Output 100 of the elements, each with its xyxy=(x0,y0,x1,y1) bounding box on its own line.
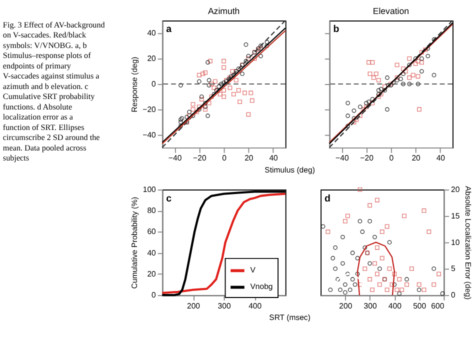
point xyxy=(346,124,350,128)
point xyxy=(350,250,355,256)
annotation: a xyxy=(166,24,172,36)
y-tick-label: 20 xyxy=(147,54,157,64)
point xyxy=(380,230,384,234)
point xyxy=(384,224,390,229)
point xyxy=(371,75,376,80)
point xyxy=(366,100,371,104)
point xyxy=(364,100,369,106)
y-axis-title: Cumulative Probability (%) xyxy=(130,196,139,289)
point xyxy=(368,72,372,76)
legend-label: V xyxy=(250,266,256,275)
y2-tick-label: 15 xyxy=(451,211,460,220)
point xyxy=(333,245,338,250)
x-tick-label: −20 xyxy=(360,154,374,163)
point xyxy=(246,54,251,58)
point xyxy=(340,261,345,266)
point xyxy=(416,288,422,292)
point xyxy=(358,104,362,110)
point xyxy=(258,44,263,48)
point xyxy=(246,56,251,61)
point xyxy=(345,214,350,218)
point xyxy=(416,82,420,86)
point xyxy=(374,72,378,76)
x-tick-label: 0 xyxy=(222,154,228,163)
point xyxy=(258,54,263,58)
point xyxy=(184,114,190,120)
point xyxy=(374,272,380,276)
point xyxy=(326,230,330,234)
point xyxy=(368,218,372,224)
point xyxy=(364,104,369,110)
point xyxy=(206,60,210,65)
x-tick-label: 400 xyxy=(388,301,402,310)
point xyxy=(376,78,381,82)
point xyxy=(350,277,355,282)
point xyxy=(362,245,368,250)
point xyxy=(178,120,183,124)
point xyxy=(370,100,375,106)
point xyxy=(370,97,375,102)
point xyxy=(407,62,412,68)
point xyxy=(231,92,236,96)
point xyxy=(346,100,350,106)
point xyxy=(377,282,382,287)
point xyxy=(401,72,406,76)
point xyxy=(378,86,384,92)
point xyxy=(236,88,241,93)
point xyxy=(218,92,222,96)
point xyxy=(248,90,254,96)
point xyxy=(203,70,208,75)
y-tick-label: −40 xyxy=(142,130,157,140)
point xyxy=(348,288,352,292)
point xyxy=(362,266,368,271)
point xyxy=(236,66,241,71)
point xyxy=(358,218,362,224)
point xyxy=(374,245,380,250)
y-tick-label: −20 xyxy=(142,104,157,114)
point xyxy=(385,107,390,112)
point xyxy=(346,114,350,118)
point xyxy=(352,116,356,121)
point xyxy=(246,112,251,117)
y2-tick-label: 5 xyxy=(451,264,456,274)
point xyxy=(231,72,236,78)
point xyxy=(416,282,422,287)
point xyxy=(386,83,391,88)
point xyxy=(206,78,212,82)
point xyxy=(394,78,400,82)
point xyxy=(250,98,254,103)
x-axis-title: SRT (msec) xyxy=(269,313,311,322)
x-tick-label: 200 xyxy=(339,301,353,310)
line-series xyxy=(334,273,364,296)
point xyxy=(216,84,222,89)
point xyxy=(401,66,406,71)
y-tick-label: 0 xyxy=(152,290,157,300)
x-tick-label: 0 xyxy=(389,154,394,163)
point xyxy=(320,224,326,229)
point xyxy=(407,75,412,80)
point xyxy=(212,86,216,90)
y-tick-label: 60 xyxy=(147,227,157,236)
x-tick-label: 300 xyxy=(218,301,232,310)
point xyxy=(368,261,372,266)
point xyxy=(338,288,342,292)
point xyxy=(199,97,204,102)
point xyxy=(413,61,418,66)
point xyxy=(333,266,338,271)
point xyxy=(342,282,348,287)
point xyxy=(378,92,384,96)
point xyxy=(355,272,360,276)
y-tick-label: 40 xyxy=(147,248,157,258)
point xyxy=(355,256,360,260)
point xyxy=(190,114,196,118)
point xyxy=(330,256,336,260)
point xyxy=(382,88,387,93)
point xyxy=(366,60,371,65)
point xyxy=(234,78,238,82)
point xyxy=(385,75,390,80)
point xyxy=(409,266,414,271)
x-tick-label: 40 xyxy=(269,154,279,163)
x-tick-label: 300 xyxy=(364,301,378,310)
point xyxy=(264,40,270,44)
point xyxy=(203,104,208,110)
